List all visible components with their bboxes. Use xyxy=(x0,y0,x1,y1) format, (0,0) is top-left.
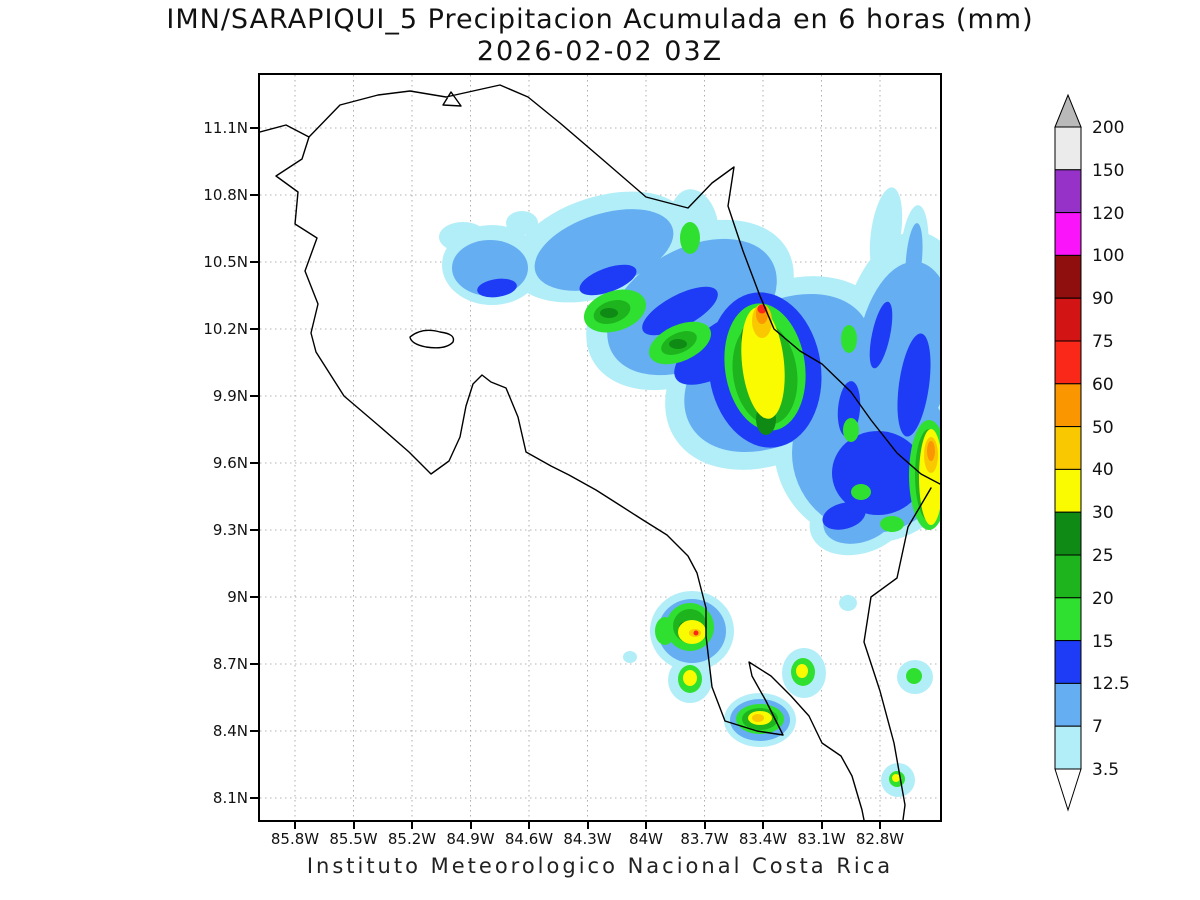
x-tick-label: 84W xyxy=(629,830,663,848)
x-tick-mark xyxy=(528,820,530,829)
colorbar-label: 7 xyxy=(1092,717,1103,738)
x-tick-label: 84.3W xyxy=(563,830,612,848)
x-tick-label: 84.9W xyxy=(446,830,495,848)
footer-text: Instituto Meteorologico Nacional Costa R… xyxy=(306,854,894,878)
y-tick-label: 8.1N xyxy=(212,789,248,807)
x-tick-mark xyxy=(879,820,881,829)
x-tick-mark xyxy=(294,820,296,829)
y-tick-label: 10.8N xyxy=(203,186,248,204)
y-tick-mark xyxy=(250,395,259,397)
chart-title: IMN/SARAPIQUI_5 Precipitacion Acumulada … xyxy=(166,4,1034,35)
y-tick-mark xyxy=(250,529,259,531)
colorbar-label: 3.5 xyxy=(1092,760,1120,780)
y-tick-mark xyxy=(250,328,259,330)
y-tick-label: 9N xyxy=(227,588,248,606)
x-tick-label: 83.7W xyxy=(680,830,729,848)
y-tick-mark xyxy=(250,730,259,732)
x-tick-label: 82.8W xyxy=(855,830,905,848)
y-tick-mark xyxy=(250,127,259,129)
colorbar-label: 75 xyxy=(1092,332,1114,352)
x-tick-mark xyxy=(411,820,413,829)
y-tick-label: 9.9N xyxy=(212,387,248,405)
x-tick-mark xyxy=(645,820,647,829)
y-tick-label: 10.5N xyxy=(203,253,248,271)
x-tick-mark xyxy=(586,820,589,829)
y-tick-label: 9.6N xyxy=(212,454,248,472)
x-tick-label: 85.8W xyxy=(270,830,320,848)
x-tick-label: 83.1W xyxy=(797,830,846,848)
colorbar-label: 15 xyxy=(1092,631,1114,652)
x-tick-label: 85.5W xyxy=(329,830,378,848)
y-tick-label: 10.2N xyxy=(203,320,248,338)
x-tick-label: 84.6W xyxy=(504,830,554,848)
colorbar-label: 60 xyxy=(1092,374,1114,395)
x-tick-mark xyxy=(820,820,823,829)
y-tick-mark xyxy=(250,261,259,263)
y-tick-label: 8.7N xyxy=(212,655,248,673)
x-tick-mark xyxy=(703,820,706,829)
colorbar-label: 150 xyxy=(1092,160,1125,181)
y-tick-label: 8.4N xyxy=(212,722,248,740)
y-tick-label: 9.3N xyxy=(212,521,248,539)
x-tick-mark xyxy=(352,820,355,829)
colorbar-label: 40 xyxy=(1092,460,1114,481)
chart-subtitle: 2026-02-02 03Z xyxy=(476,36,724,67)
x-tick-mark xyxy=(762,820,764,829)
precipitation-shading xyxy=(439,187,940,797)
x-tick-label: 83.4W xyxy=(738,830,788,848)
y-tick-mark xyxy=(250,194,259,196)
y-tick-label: 11.1N xyxy=(203,119,248,137)
map-plot-area xyxy=(258,73,942,822)
colorbar-label: 12.5 xyxy=(1092,674,1130,695)
colorbar xyxy=(1054,94,1082,812)
colorbar-label: 100 xyxy=(1092,246,1125,267)
colorbar-label: 90 xyxy=(1092,289,1114,310)
colorbar-label: 20 xyxy=(1092,588,1114,609)
y-tick-mark xyxy=(250,797,259,799)
y-tick-mark xyxy=(250,462,259,464)
colorbar-label: 50 xyxy=(1092,417,1114,438)
colorbar-label: 200 xyxy=(1092,118,1125,138)
y-tick-mark xyxy=(250,596,259,598)
coastline-borders xyxy=(260,84,940,820)
x-tick-label: 85.2W xyxy=(387,830,437,848)
x-tick-mark xyxy=(469,820,472,829)
colorbar-label: 120 xyxy=(1092,203,1125,224)
colorbar-label: 30 xyxy=(1092,503,1114,524)
map-svg xyxy=(260,75,940,820)
y-tick-mark xyxy=(250,663,259,665)
colorbar-label: 25 xyxy=(1092,546,1114,566)
